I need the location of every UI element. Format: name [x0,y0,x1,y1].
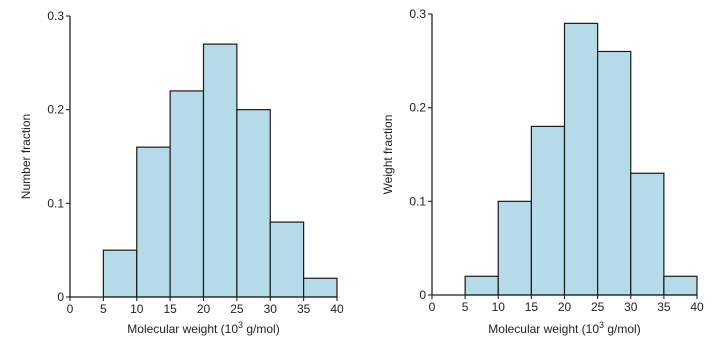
weight-fraction-histogram: 0 5 10 15 20 25 30 35 40 0 0.1 0.2 0.3 Weight fractio… [381,7,704,336]
bar-30-35 [269,221,305,298]
x-tick-label: 35 [297,302,311,316]
x-tick-label: 0 [67,302,74,316]
x-tick-label: 35 [657,300,671,314]
y-axis-title: Number fraction [19,114,33,199]
x-tick-label: 15 [525,300,539,314]
bar-25-30 [597,50,632,296]
x-tick-label: 5 [462,300,469,314]
bar-25-30 [236,109,271,298]
x-axis-title: Molecular weight (103 g/mol) [488,320,640,336]
x-tick-label: 25 [591,300,605,314]
y-tick-label: 0 [57,290,64,304]
y-axis-title: Weight fraction [381,115,395,195]
x-axis-title-superscript: 3 [599,320,604,330]
x-axis-title-units: g/mol) [604,322,641,336]
bar-5-10 [102,249,138,298]
x-tick-label: 0 [429,300,436,314]
bar-35-40 [663,275,698,296]
bar-15-20 [530,125,566,296]
bar-5-10 [464,275,499,296]
x-tick-label: 20 [558,300,572,314]
y-tick-label: 0.3 [409,7,426,21]
x-axis-title-units: g/mol) [243,322,280,336]
bar-30-35 [630,172,665,296]
y-tick-label: 0.1 [47,196,64,210]
x-tick-label: 25 [230,302,244,316]
bar-20-25 [202,43,238,298]
x-tick-label: 20 [197,302,211,316]
bar-10-15 [136,146,171,298]
number-fraction-histogram: 0 5 10 15 20 25 30 35 40 0 0.1 0.2 0.3 Number fractio… [19,9,344,336]
y-tick-label: 0.2 [409,101,426,115]
bar-20-25 [563,22,599,296]
y-tick-label: 0.2 [47,103,64,117]
x-tick-label: 10 [492,300,506,314]
x-axis-title-superscript: 3 [238,320,243,330]
y-tick-label: 0.1 [409,194,426,208]
bar-35-40 [303,277,338,298]
y-tick-label: 0.3 [47,9,64,23]
x-tick-label: 40 [330,302,344,316]
bar-15-20 [169,90,205,298]
x-tick-label: 15 [163,302,177,316]
bar-10-15 [497,200,532,296]
x-tick-label: 5 [100,302,107,316]
x-axis-title: Molecular weight (103 g/mol) [127,320,279,336]
x-axis-title-main: Molecular weight (10 [488,322,599,336]
x-tick-label: 10 [130,302,144,316]
x-tick-label: 40 [690,300,704,314]
x-tick-label: 30 [264,302,278,316]
y-tick-label: 0 [419,288,426,302]
x-tick-label: 30 [624,300,638,314]
x-axis-title-main: Molecular weight (10 [127,322,238,336]
